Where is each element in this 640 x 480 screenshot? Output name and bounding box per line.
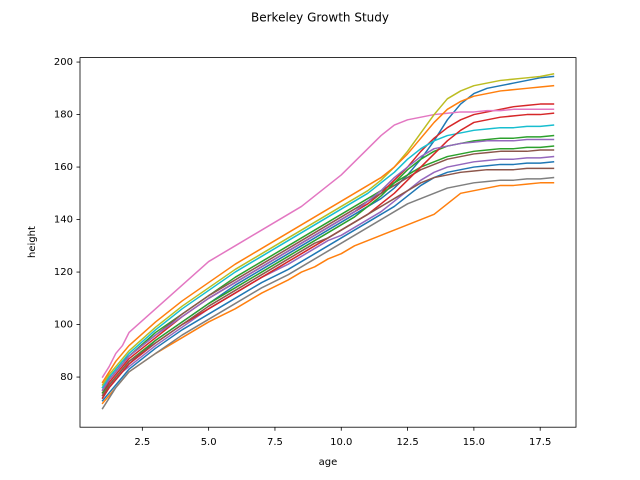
series-line xyxy=(101,160,555,402)
chart-title: Berkeley Growth Study xyxy=(251,11,389,25)
y-tick-label: 80 xyxy=(60,372,73,383)
series-line xyxy=(101,167,555,397)
series-line xyxy=(101,72,555,386)
x-tick-label: 10.0 xyxy=(330,437,352,448)
y-tick-label: 140 xyxy=(54,215,73,226)
series-line xyxy=(101,155,555,397)
series-line xyxy=(101,176,555,410)
y-tick-label: 160 xyxy=(54,162,73,173)
y-tick-label: 200 xyxy=(54,57,73,68)
x-tick-label: 12.5 xyxy=(396,437,418,448)
series-line xyxy=(101,138,555,392)
x-tick-label: 5.0 xyxy=(201,437,217,448)
y-tick-label: 100 xyxy=(54,320,73,331)
y-tick-label: 180 xyxy=(54,110,73,121)
plot-frame xyxy=(79,57,577,428)
x-tick-label: 2.5 xyxy=(134,437,150,448)
series-line xyxy=(101,145,555,389)
series-line xyxy=(101,108,555,379)
series-line xyxy=(101,84,555,384)
y-tick-label: 120 xyxy=(54,267,73,278)
x-axis-label: age xyxy=(319,457,338,468)
x-tick-label: 17.5 xyxy=(529,437,551,448)
x-tick-label: 15.0 xyxy=(463,437,485,448)
series-line xyxy=(101,134,555,394)
y-axis-label: height xyxy=(27,226,38,258)
x-tick-label: 7.5 xyxy=(267,437,283,448)
series-line xyxy=(101,124,555,389)
